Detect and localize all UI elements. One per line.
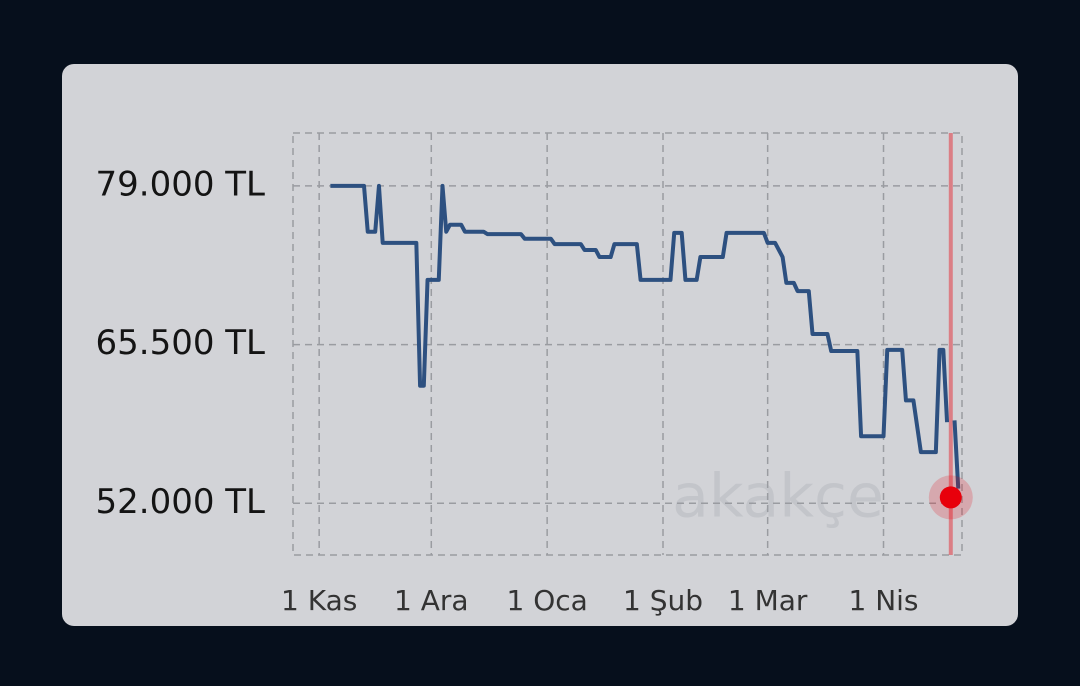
x-tick-label: 1 Oca: [506, 584, 587, 617]
y-tick-label: 65.500 TL: [96, 323, 266, 363]
x-tick-label: 1 Şub: [623, 584, 703, 617]
y-tick-label: 79.000 TL: [96, 164, 266, 204]
x-tick-label: 1 Ara: [394, 584, 469, 617]
x-tick-label: 1 Nis: [848, 584, 918, 617]
x-tick-label: 1 Mar: [728, 584, 808, 617]
price-line: [330, 183, 961, 489]
highlight-dot: [939, 486, 962, 509]
x-tick-label: 1 Kas: [281, 584, 357, 617]
watermark: akakçe: [672, 462, 884, 532]
y-tick-label: 52.000 TL: [96, 482, 266, 522]
